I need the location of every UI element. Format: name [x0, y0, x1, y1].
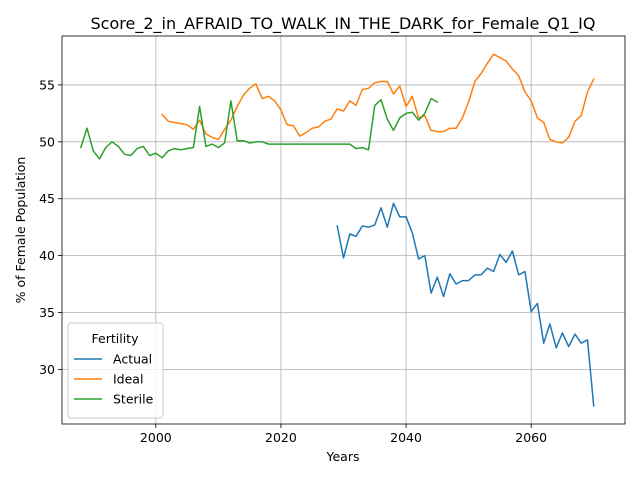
x-tick-label: 2060 [515, 430, 547, 445]
legend-entries: Actual Ideal Sterile [74, 352, 154, 407]
y-tick-label: 55 [39, 77, 55, 92]
legend-label-ideal: Ideal [113, 372, 143, 387]
x-tick-label: 2000 [140, 430, 172, 445]
y-tick-label: 30 [39, 362, 55, 377]
legend-label-sterile: Sterile [113, 392, 154, 407]
legend-box [67, 322, 164, 419]
x-axis-label: Years [326, 449, 360, 464]
series-line-sterile [79, 97, 439, 160]
series-lines [79, 53, 595, 407]
gridlines [62, 36, 625, 424]
legend-title: Fertility [92, 331, 140, 346]
legend-label-actual: Actual [113, 352, 152, 367]
chart-title: Score_2_in_AFRAID_TO_WALK_IN_THE_DARK_fo… [91, 14, 596, 34]
legend: Fertility Actual Ideal Sterile [67, 322, 164, 419]
y-axis-label: % of Female Population [13, 157, 28, 304]
y-tick-label: 35 [39, 305, 55, 320]
series-line-ideal [161, 53, 595, 144]
series-line-actual [336, 202, 595, 407]
y-tick-label: 45 [39, 191, 55, 206]
x-tick-label: 2020 [265, 430, 297, 445]
y-tick-label: 50 [39, 134, 55, 149]
axis-ticks: 2000 2020 2040 2060 30 35 40 45 50 55 [39, 77, 547, 445]
y-tick-label: 40 [39, 248, 55, 263]
x-tick-label: 2040 [390, 430, 422, 445]
plot-frame [61, 35, 626, 425]
